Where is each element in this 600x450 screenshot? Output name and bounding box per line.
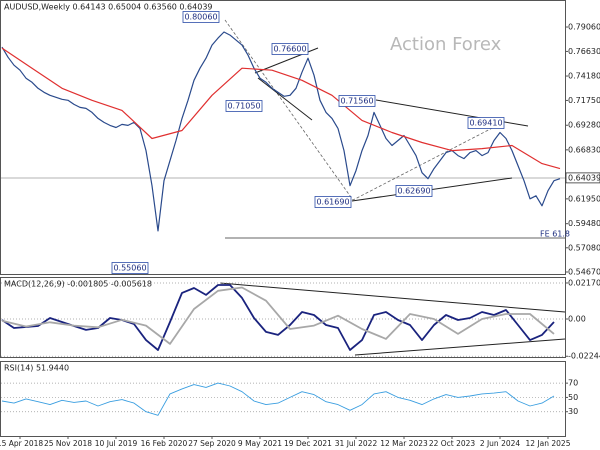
series-line — [1, 47, 561, 170]
y-tick-label: 0.66830 — [568, 145, 600, 154]
x-tick-label: 19 Dec 2021 — [284, 439, 332, 448]
annotation-box — [111, 262, 149, 274]
annotation: 0.62690 — [397, 187, 430, 196]
x-tick-label: 9 May 2021 — [238, 439, 282, 448]
watermark: Action Forex — [390, 34, 502, 55]
x-tick-label: 25 Nov 2018 — [44, 439, 92, 448]
chart-title: AUDUSD,Weekly 0.64143 0.65004 0.63560 0.… — [4, 3, 213, 12]
annotation: 0.76600 — [273, 45, 306, 54]
macd-panel — [0, 277, 566, 358]
annotation-box — [467, 117, 505, 129]
annotation-box — [395, 185, 433, 197]
annotation-box — [314, 196, 352, 208]
annotation: 0.55060 — [113, 264, 146, 273]
x-tick-label: 15 Apr 2018 — [0, 439, 43, 448]
y-tick-label: 0.76630 — [568, 47, 600, 56]
series-line — [1, 31, 561, 232]
annotation: 0.80060 — [184, 13, 217, 22]
y-tick-label: 0.54670 — [568, 267, 600, 276]
x-tick-label: 10 Jul 2019 — [95, 439, 138, 448]
fe-label: FE 61.8 — [540, 230, 570, 239]
rsi-title: RSI(14) 51.9440 — [4, 364, 69, 373]
dashed-trendline — [224, 19, 501, 201]
x-tick-label: 27 Sep 2020 — [188, 439, 236, 448]
y-tick-label: 0.61950 — [568, 194, 600, 203]
annotation: 0.71560 — [340, 97, 373, 106]
x-tick-label: 31 Jul 2022 — [335, 439, 378, 448]
annotation-box — [225, 100, 263, 112]
y-tick-label: -0.022445 — [568, 352, 600, 361]
annotation: 0.61690 — [316, 198, 349, 207]
rsi-panel — [0, 361, 566, 437]
y-tick-label: 50 — [568, 393, 578, 402]
x-tick-label: 2 Jun 2024 — [480, 439, 521, 448]
last-price-label: 0.64039 — [568, 173, 600, 182]
x-tick-label: 12 Jan 2025 — [526, 439, 571, 448]
y-tick-label: 0.79060 — [568, 23, 600, 32]
macd-trendline — [219, 282, 566, 313]
annotation: 0.71050 — [227, 102, 260, 111]
annotation-box — [182, 11, 220, 23]
series-line — [1, 382, 555, 416]
macd-trendline — [354, 338, 566, 356]
y-tick-label: 0.021701 — [568, 278, 600, 287]
y-tick-label: 0.00 — [568, 314, 586, 323]
x-tick-label: 16 Feb 2020 — [141, 439, 188, 448]
y-tick-label: 70 — [568, 379, 578, 388]
series-line — [1, 284, 555, 351]
annotation-box — [271, 43, 309, 55]
y-tick-label: 0.71750 — [568, 96, 600, 105]
x-tick-label: 22 Oct 2023 — [429, 439, 476, 448]
y-tick-label: 0.69280 — [568, 121, 600, 130]
last-price-box — [565, 172, 600, 184]
series-line — [1, 286, 555, 345]
y-tick-label: 0.59480 — [568, 219, 600, 228]
y-tick-label: 0.57080 — [568, 243, 600, 252]
y-tick-label: 30 — [568, 407, 578, 416]
y-tick-label: 0.74180 — [568, 72, 600, 81]
trendline — [257, 77, 313, 121]
annotation-box — [338, 95, 376, 107]
annotation: 0.69410 — [469, 119, 502, 128]
x-tick-label: 12 Mar 2023 — [380, 439, 428, 448]
macd-title: MACD(12,26,9) -0.001805 -0.005618 — [4, 280, 152, 289]
price-panel — [0, 0, 566, 275]
